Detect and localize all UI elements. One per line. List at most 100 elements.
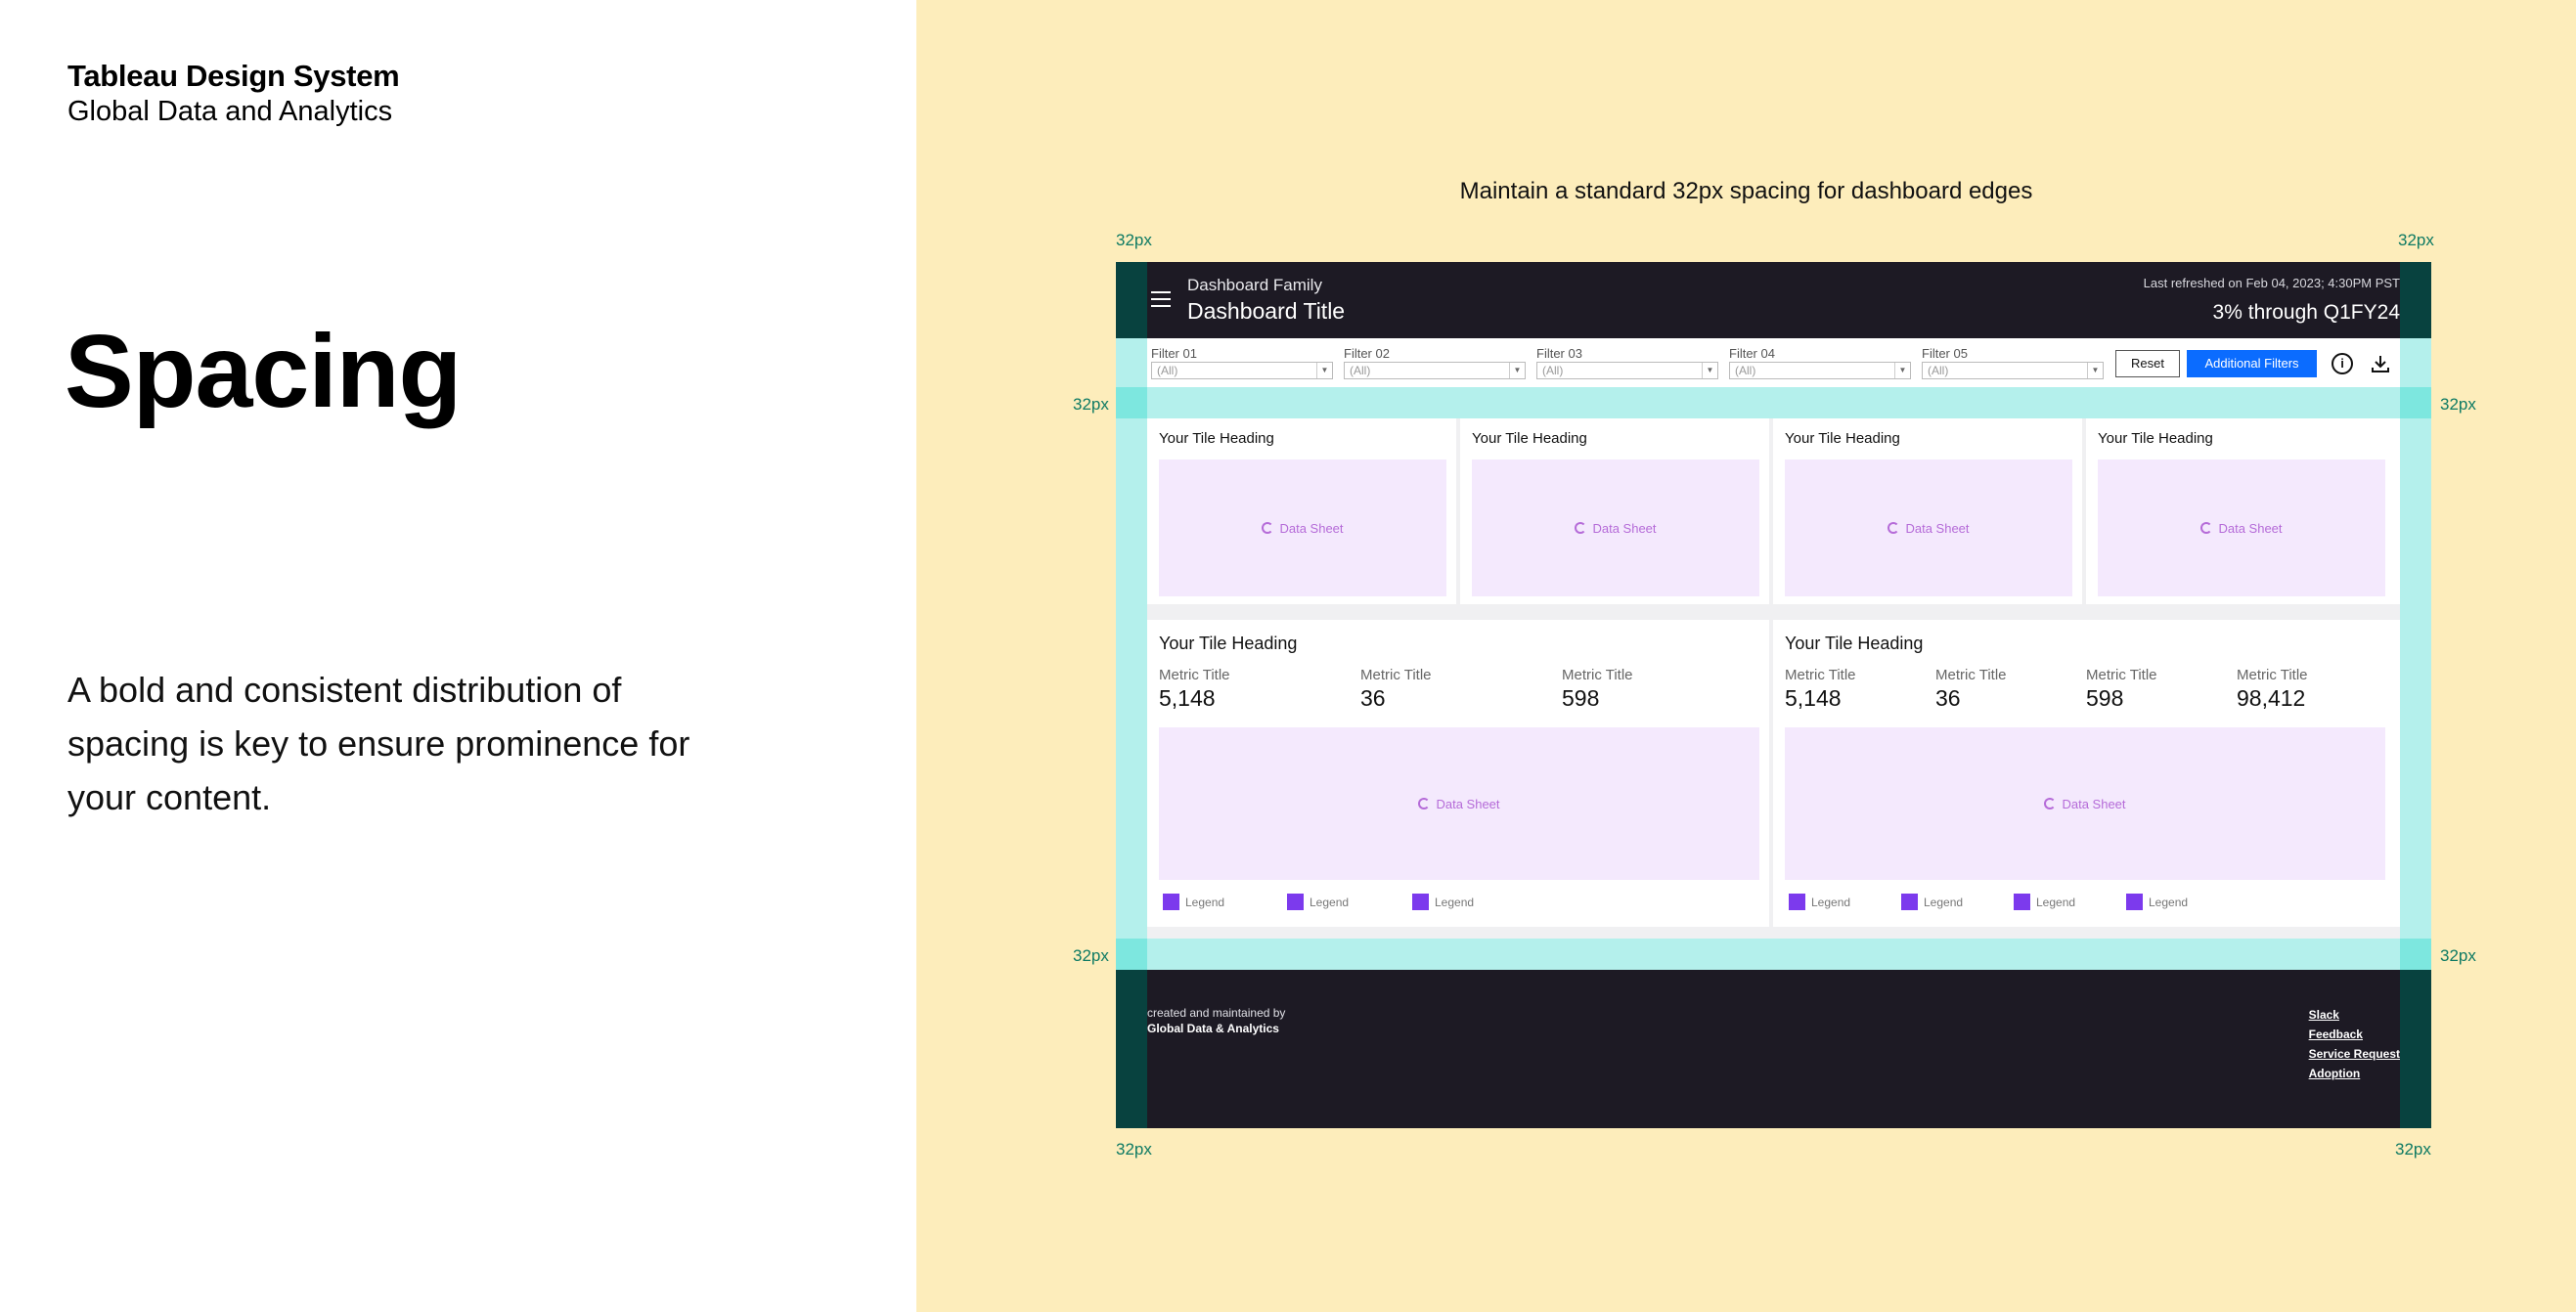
legend-item: Legend — [1163, 894, 1224, 910]
footer-created-by: created and maintained by — [1147, 1006, 1286, 1020]
spacing-label-mid-left: 32px — [1073, 395, 1109, 414]
filter-04[interactable]: Filter 04 (All) ▼ — [1729, 346, 1911, 379]
filter-01[interactable]: Filter 01 (All) ▼ — [1151, 346, 1333, 379]
spacing-label-lower-right: 32px — [2440, 946, 2476, 965]
edge-band-content-left — [1116, 338, 1147, 970]
legend-item: Legend — [2014, 894, 2075, 910]
download-icon[interactable] — [2370, 353, 2391, 374]
tile-large-left: Your Tile Heading Metric Title 5,148 Met… — [1147, 620, 1769, 927]
metric-title: Metric Title — [1785, 667, 1856, 683]
period-progress: 3% through Q1FY24 — [2212, 301, 2400, 324]
footer-org: Global Data & Analytics — [1147, 1022, 1279, 1035]
legend-swatch — [1901, 894, 1918, 910]
metric: Metric Title 598 — [1562, 667, 1633, 712]
last-refreshed: Last refreshed on Feb 04, 2023; 4:30PM P… — [2143, 276, 2400, 290]
footer-link-adoption[interactable]: Adoption — [2308, 1067, 2361, 1080]
spacing-label-bottom-left: 32px — [1116, 1140, 1152, 1159]
edge-band-footer-left — [1116, 970, 1147, 1128]
filter-02[interactable]: Filter 02 (All) ▼ — [1344, 346, 1526, 379]
metric-title: Metric Title — [1159, 667, 1230, 683]
refresh-icon — [2200, 522, 2213, 534]
additional-filters-button[interactable]: Additional Filters — [2187, 350, 2317, 377]
metric-title: Metric Title — [1935, 667, 2007, 683]
metric-value: 36 — [1360, 685, 1386, 711]
filter-label: Filter 02 — [1344, 346, 1390, 361]
edge-band-content-right — [2400, 338, 2431, 970]
caret-down-icon: ▼ — [1316, 363, 1332, 378]
tile-small-2: Your Tile Heading Data Sheet — [1460, 418, 1769, 604]
legend-item: Legend — [1789, 894, 1850, 910]
filter-select[interactable]: (All) ▼ — [1344, 362, 1526, 379]
spacing-corner-bottom-right — [2400, 939, 2431, 970]
caret-down-icon: ▼ — [1702, 363, 1717, 378]
metric: Metric Title 5,148 — [1159, 667, 1230, 712]
brand-title: Tableau Design System — [67, 59, 400, 93]
tile-small-3: Your Tile Heading Data Sheet — [1773, 418, 2082, 604]
spacing-band-top — [1147, 387, 2400, 418]
refresh-icon — [1262, 522, 1274, 534]
spacing-corner-bottom-left — [1116, 939, 1147, 970]
footer-link-slack[interactable]: Slack — [2308, 1008, 2339, 1022]
filter-bar: Filter 01 (All) ▼ Filter 02 (All) ▼ Filter… — [1147, 338, 2400, 387]
metric-value: 598 — [2086, 685, 2124, 711]
spacing-corner-top-right — [2400, 387, 2431, 418]
metric: Metric Title 598 — [2086, 667, 2157, 712]
tile-heading: Your Tile Heading — [2098, 430, 2213, 447]
tile-small-4: Your Tile Heading Data Sheet — [2086, 418, 2400, 604]
metric-title: Metric Title — [1360, 667, 1432, 683]
footer-link-feedback[interactable]: Feedback — [2308, 1028, 2363, 1041]
filter-select[interactable]: (All) ▼ — [1151, 362, 1333, 379]
caret-down-icon: ▼ — [1894, 363, 1910, 378]
metric: Metric Title 36 — [1935, 667, 2007, 712]
data-sheet: Data Sheet — [1785, 459, 2072, 596]
caret-down-icon: ▼ — [1509, 363, 1525, 378]
spacing-label-bottom-right: 32px — [2395, 1140, 2431, 1159]
caret-down-icon: ▼ — [2087, 363, 2103, 378]
filter-03[interactable]: Filter 03 (All) ▼ — [1536, 346, 1718, 379]
footer-link-service-request[interactable]: Service Request — [2308, 1047, 2400, 1061]
tile-heading: Your Tile Heading — [1159, 634, 1298, 653]
dashboard-title: Dashboard Title — [1187, 298, 1346, 324]
refresh-icon — [1888, 522, 1900, 534]
filter-05[interactable]: Filter 05 (All) ▼ — [1922, 346, 2104, 379]
info-icon[interactable]: i — [2332, 353, 2353, 374]
filter-select[interactable]: (All) ▼ — [1729, 362, 1911, 379]
tile-heading: Your Tile Heading — [1785, 430, 1900, 447]
spacing-label-top-right: 32px — [2398, 231, 2434, 249]
tile-heading: Your Tile Heading — [1159, 430, 1274, 447]
legend-item: Legend — [1901, 894, 1963, 910]
spacing-label-lower-left: 32px — [1073, 946, 1109, 965]
data-sheet: Data Sheet — [1159, 459, 1446, 596]
legend-item: Legend — [1287, 894, 1349, 910]
tile-large-right: Your Tile Heading Metric Title 5,148 Met… — [1773, 620, 2400, 927]
metric-value: 5,148 — [1159, 685, 1216, 711]
metric-title: Metric Title — [2237, 667, 2308, 683]
filter-label: Filter 01 — [1151, 346, 1197, 361]
filter-select[interactable]: (All) ▼ — [1922, 362, 2104, 379]
edge-band-footer-right — [2400, 970, 2431, 1128]
right-panel: Maintain a standard 32px spacing for das… — [916, 0, 2576, 1312]
metric: Metric Title 5,148 — [1785, 667, 1856, 712]
tile-heading: Your Tile Heading — [1472, 430, 1587, 447]
data-sheet: Data Sheet — [1785, 727, 2385, 880]
dashboard-footer: created and maintained by Global Data & … — [1147, 970, 2400, 1128]
refresh-icon — [1575, 522, 1587, 534]
reset-button[interactable]: Reset — [2115, 350, 2180, 377]
hamburger-menu-icon[interactable] — [1151, 291, 1171, 307]
footer-links: Slack Feedback Service Request Adoption — [2309, 1005, 2400, 1083]
spacing-corner-top-left — [1116, 387, 1147, 418]
edge-band-header-left — [1116, 262, 1147, 338]
dashboard-mockup: Dashboard Family Dashboard Title Last re… — [1116, 262, 2431, 1128]
metric-value: 5,148 — [1785, 685, 1842, 711]
left-panel: Tableau Design System Global Data and An… — [0, 0, 916, 1312]
refresh-icon — [2044, 798, 2057, 809]
metric-title: Metric Title — [2086, 667, 2157, 683]
edge-band-header-right — [2400, 262, 2431, 338]
filter-select[interactable]: (All) ▼ — [1536, 362, 1718, 379]
metric-value: 36 — [1935, 685, 1961, 711]
data-sheet: Data Sheet — [1159, 727, 1759, 880]
data-sheet: Data Sheet — [2098, 459, 2385, 596]
filter-label: Filter 04 — [1729, 346, 1775, 361]
spacing-band-bottom — [1147, 939, 2400, 970]
filter-label: Filter 05 — [1922, 346, 1968, 361]
